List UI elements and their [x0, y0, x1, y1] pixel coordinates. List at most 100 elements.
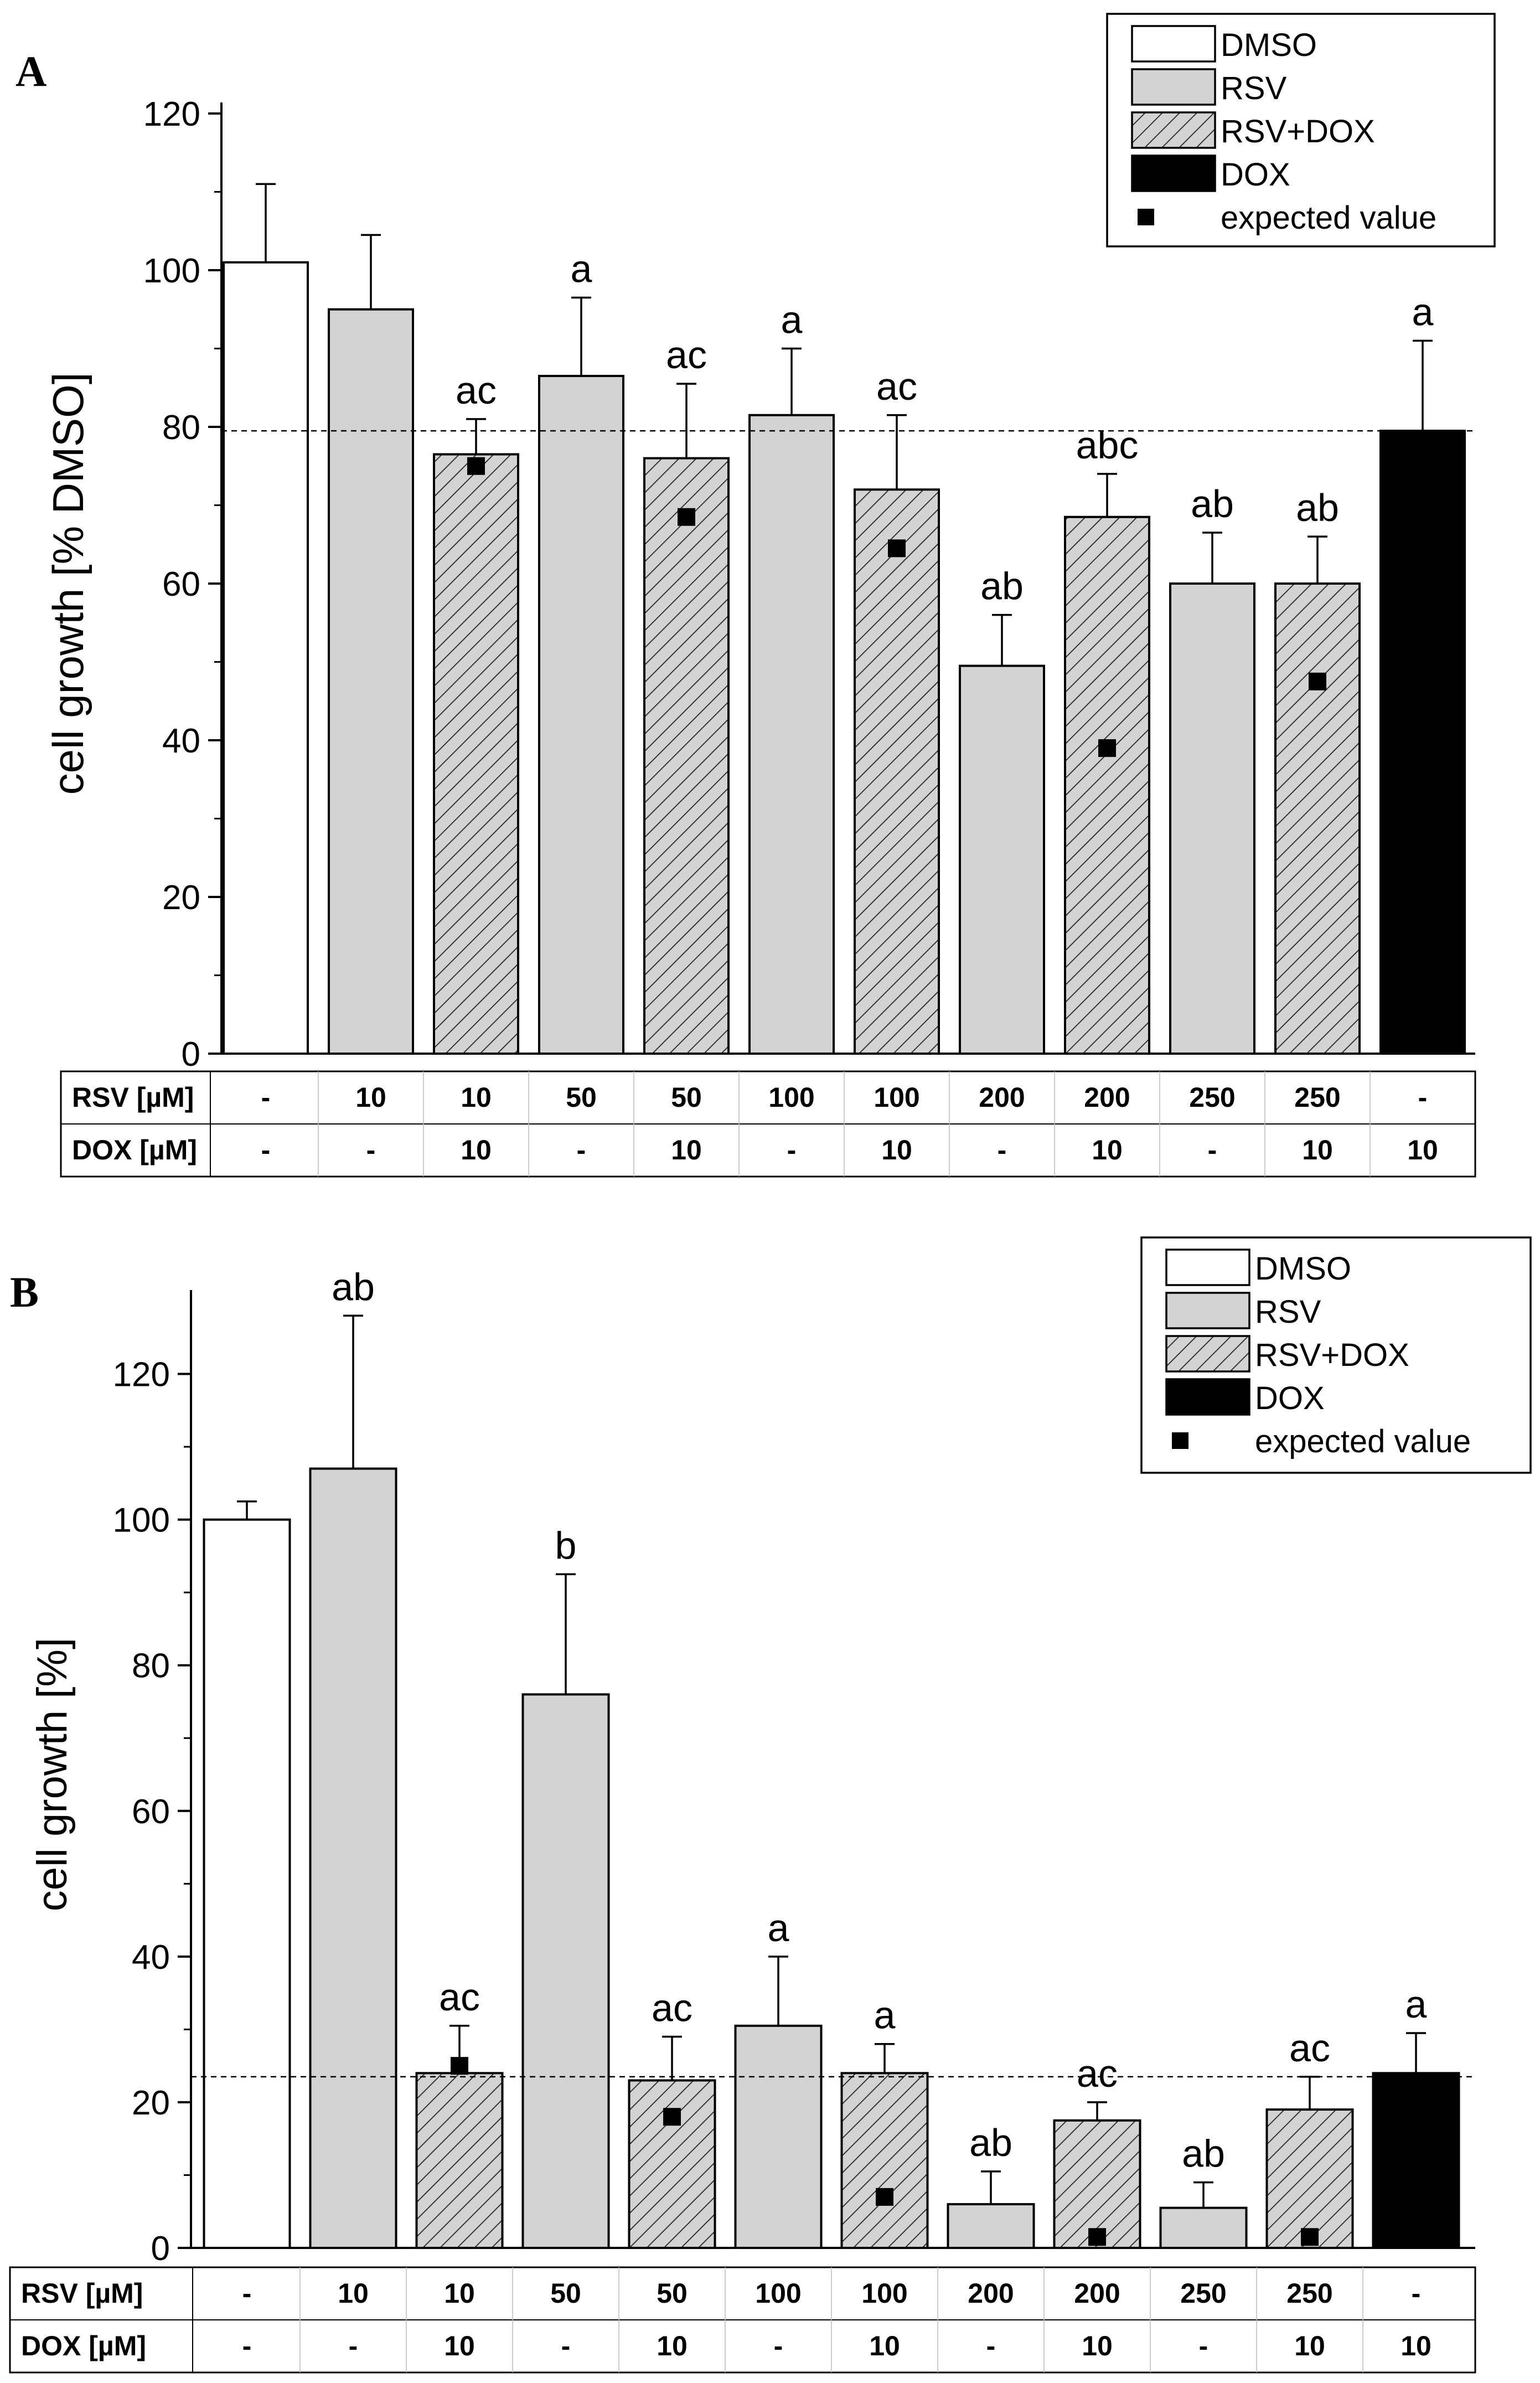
bar-rsv: [1169, 582, 1255, 1055]
table-cell: 10: [338, 2278, 369, 2309]
legend-label: expected value: [1255, 1423, 1471, 1459]
bar-rsv: [1159, 2206, 1248, 2249]
significance-label: a: [781, 298, 803, 342]
y-tick-label: 0: [182, 1035, 200, 1074]
bar-rsvdox: [854, 488, 940, 1055]
significance-label: a: [768, 1906, 789, 1949]
panel-a: A 0 20 40 60 80 100 120 cell growth [% DMSO] ac a a…: [15, 13, 1496, 1178]
legend-swatch-dox: [1165, 1378, 1250, 1416]
bar-dox: [1379, 430, 1466, 1055]
y-tick-label: 60: [132, 1793, 170, 1831]
table-cell: -: [1208, 1134, 1217, 1165]
table-cell: 100: [755, 2278, 801, 2309]
legend-label: DMSO: [1221, 27, 1317, 63]
expected-value-marker: [876, 2188, 893, 2206]
bar-rsvdox: [1053, 2119, 1141, 2249]
table-cell: 50: [671, 1082, 702, 1113]
table-cell: -: [242, 2330, 252, 2361]
significance-label: ac: [666, 333, 707, 376]
significance-label: a: [874, 1994, 896, 2037]
significance-label: ac: [1289, 2026, 1330, 2070]
expected-value-marker: [1301, 2228, 1319, 2246]
significance-label: ab: [980, 565, 1024, 608]
bar-rsv: [521, 1693, 610, 2249]
table-cell: -: [261, 1134, 271, 1165]
table-cell: -: [1412, 2278, 1421, 2309]
significance-label: ac: [1077, 2052, 1118, 2095]
bar-dmso: [203, 1518, 291, 2250]
bar-rsv: [538, 375, 624, 1055]
bar-rsv: [328, 308, 414, 1055]
table-cell: 200: [968, 2278, 1014, 2309]
table-cell: 250: [1286, 2278, 1332, 2309]
table-cell: 200: [1074, 2278, 1120, 2309]
expected-value-marker: [1309, 672, 1326, 690]
table-cell: 10: [1294, 2330, 1325, 2361]
expected-value-marker: [451, 2057, 468, 2075]
legend-label: RSV: [1221, 70, 1287, 106]
table-cell: 10: [881, 1134, 912, 1165]
bar-rsvdox: [628, 2079, 716, 2249]
legend-label: RSV: [1255, 1294, 1321, 1330]
legend-swatch-expected: [1172, 1432, 1188, 1449]
y-tick-label: 80: [132, 1647, 170, 1685]
significance-label: ac: [439, 1975, 480, 2019]
table-cell: 200: [979, 1082, 1025, 1113]
table-cell: 10: [1407, 1134, 1438, 1165]
y-tick-label: 80: [162, 409, 200, 447]
table-cell: 10: [1082, 2330, 1113, 2361]
legend-swatch-rsvdox: [1165, 1335, 1250, 1373]
table-cell: -: [774, 2330, 783, 2361]
y-tick-label: 120: [143, 95, 200, 133]
table-cell: 50: [566, 1082, 597, 1113]
bar-rsvdox: [1274, 582, 1361, 1055]
table-cell: 200: [1084, 1082, 1130, 1113]
bar-rsvdox: [433, 453, 519, 1055]
table-cell: 50: [550, 2278, 581, 2309]
bar-rsv: [748, 414, 835, 1055]
panel-b: B 0 20 40 60 80 100 120 cell growth [%] ab ac b ac a a…: [9, 1236, 1532, 2374]
expected-value-marker: [1098, 739, 1116, 757]
y-tick-label: 0: [151, 2230, 170, 2268]
table-cell: -: [242, 2278, 252, 2309]
table-cell: 100: [861, 2278, 907, 2309]
table-cell: -: [577, 1134, 586, 1165]
expected-value-marker: [467, 457, 485, 475]
significance-label: ab: [332, 1265, 375, 1308]
bar-rsv: [309, 1467, 397, 2250]
table-cell: -: [261, 1082, 271, 1113]
y-tick-label: 20: [132, 2084, 170, 2122]
panel-letter: A: [15, 47, 46, 95]
bar-rsvdox: [1265, 2108, 1354, 2249]
legend-label: expected value: [1221, 200, 1436, 236]
table-cell: 10: [355, 1082, 386, 1113]
legend-label: DOX: [1221, 157, 1290, 193]
bar-dmso: [223, 261, 309, 1055]
significance-label: ab: [969, 2121, 1012, 2164]
legend-swatch-expected: [1138, 209, 1154, 225]
table-row-label: DOX [µM]: [21, 2330, 146, 2361]
table-row-label: DOX [µM]: [72, 1134, 197, 1165]
table-cell: 250: [1294, 1082, 1340, 1113]
legend-swatch-dmso: [1165, 1249, 1250, 1286]
table-cell: 50: [657, 2278, 688, 2309]
legend-swatch-rsvdox: [1131, 111, 1216, 149]
y-tick-label: 120: [113, 1356, 170, 1394]
significance-label: a: [571, 247, 592, 291]
significance-label: ac: [456, 369, 497, 412]
table-cell: 100: [768, 1082, 814, 1113]
y-tick-label: 40: [132, 1938, 170, 1977]
table-cell: -: [998, 1134, 1007, 1165]
y-tick-label: 20: [162, 879, 200, 917]
significance-label: ab: [1296, 486, 1339, 529]
table-row-label: RSV [µM]: [21, 2278, 143, 2309]
legend-label: RSV+DOX: [1255, 1337, 1409, 1373]
table-cell: -: [787, 1134, 797, 1165]
y-tick-label: 60: [162, 565, 200, 604]
significance-label: ab: [1182, 2132, 1225, 2175]
significance-label: a: [1405, 1983, 1427, 2026]
table-cell: -: [986, 2330, 996, 2361]
table-cell: 250: [1180, 2278, 1226, 2309]
bar-rsv: [947, 2203, 1035, 2249]
